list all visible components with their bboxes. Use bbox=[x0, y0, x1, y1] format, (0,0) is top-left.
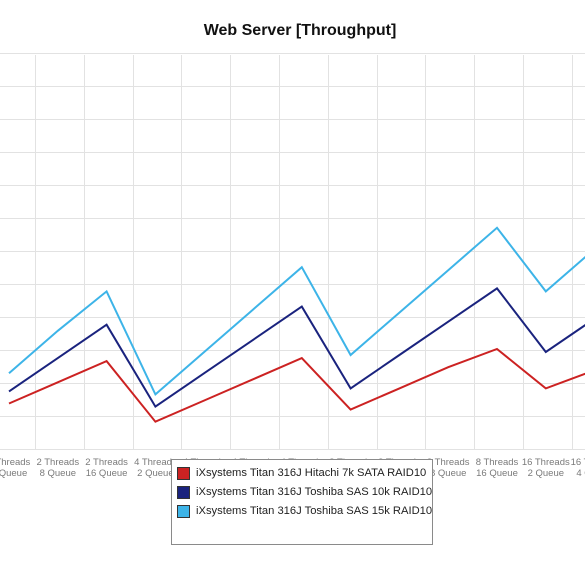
series-line-2 bbox=[8, 226, 585, 397]
x-tick-label: 2 Threads 8 Queue bbox=[36, 457, 79, 479]
x-tick-label: 8 Threads 8 Queue bbox=[427, 457, 470, 479]
x-tick-label: 16 Threads4 Queue bbox=[571, 457, 585, 479]
x-tick-label: 4 Threads 2 Queue bbox=[134, 457, 177, 479]
legend-label: iXsystems Titan 316J Toshiba SAS 10k RAI… bbox=[196, 486, 433, 498]
x-tick-label: 1 Threads4 Queue bbox=[0, 457, 31, 479]
x-tick-label: 2 Threads 16 Queue bbox=[85, 457, 128, 479]
legend-swatch bbox=[177, 466, 190, 480]
chart-title: Web Server [Throughput] bbox=[204, 22, 397, 39]
legend-label: iXsystems Titan 316J Toshiba SAS 15k RAI… bbox=[196, 505, 433, 517]
grid bbox=[0, 53, 585, 450]
series-line-1 bbox=[8, 287, 585, 409]
legend-item: iXsystems Titan 316J Toshiba SAS 15k RAI… bbox=[176, 502, 432, 520]
x-tick-label: 8 Threads 16 Queue bbox=[476, 457, 519, 479]
legend-label: iXsystems Titan 316J Hitachi 7k SATA RAI… bbox=[196, 467, 427, 479]
legend-swatch bbox=[177, 504, 190, 518]
legend-swatch bbox=[177, 485, 190, 499]
legend-item: iXsystems Titan 316J Hitachi 7k SATA RAI… bbox=[176, 464, 428, 482]
legend: iXsystems Titan 316J Hitachi 7k SATA RAI… bbox=[171, 459, 433, 545]
legend-item: iXsystems Titan 316J Toshiba SAS 10k RAI… bbox=[176, 483, 432, 501]
x-tick-label: 16 Threads 2 Queue bbox=[522, 457, 570, 479]
series-lines bbox=[8, 226, 585, 423]
series-line-0 bbox=[8, 347, 585, 423]
